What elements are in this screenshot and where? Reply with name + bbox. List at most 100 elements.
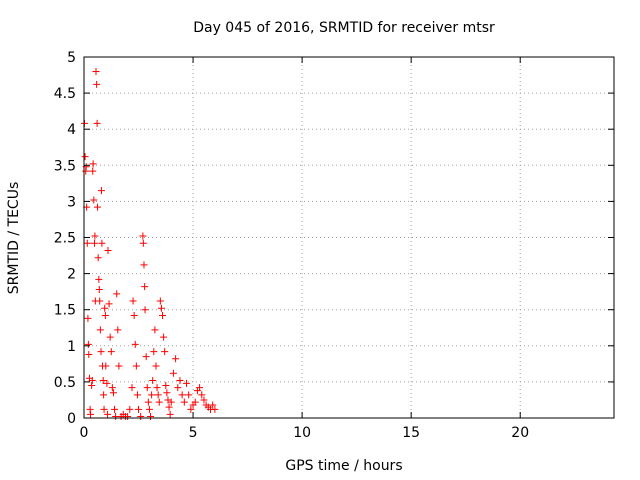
data-point	[144, 398, 152, 406]
data-point	[145, 405, 153, 413]
data-point	[97, 187, 105, 195]
data-point	[178, 391, 186, 399]
chart-title: Day 045 of 2016, SRMTID for receiver mts…	[193, 20, 495, 36]
data-point	[128, 384, 136, 392]
data-point	[161, 348, 169, 356]
data-point	[124, 413, 132, 421]
data-point	[96, 297, 104, 305]
y-tick-label: 2.5	[54, 231, 76, 247]
data-point	[183, 379, 191, 387]
data-point	[94, 203, 102, 211]
data-point	[200, 396, 208, 404]
data-point	[153, 384, 161, 392]
y-tick-label: 2	[67, 267, 76, 283]
data-point	[209, 401, 217, 409]
y-axis-label: SRMTID / TECUs	[6, 182, 22, 295]
data-point	[142, 353, 150, 361]
x-tick-label: 15	[402, 425, 420, 441]
data-point	[87, 410, 95, 418]
data-point	[104, 246, 112, 254]
data-point	[187, 405, 195, 413]
data-point	[94, 254, 102, 262]
data-point	[126, 405, 134, 413]
data-point	[176, 376, 184, 384]
data-point	[90, 196, 98, 204]
data-point	[139, 239, 147, 247]
data-point	[148, 391, 156, 399]
y-tick-label: 1.5	[54, 303, 76, 319]
data-point	[169, 369, 177, 377]
data-point	[91, 232, 99, 240]
x-tick-label: 0	[80, 425, 89, 441]
data-point	[81, 153, 89, 161]
data-point	[85, 350, 93, 358]
data-point	[90, 239, 98, 247]
axis-ticks: 0 0.5 1 1.5 2 2.5 3 3.5 4 4.5 5 0 5 10 15 20	[54, 50, 614, 441]
x-axis-label: GPS time / hours	[285, 458, 402, 474]
data-point	[154, 391, 162, 399]
data-point	[92, 67, 100, 75]
data-point	[185, 391, 193, 399]
y-tick-label: 0	[67, 411, 76, 427]
data-point	[83, 239, 91, 247]
data-point	[137, 413, 145, 421]
data-point	[198, 391, 206, 399]
y-tick-label: 4.5	[54, 86, 76, 102]
data-point	[96, 326, 104, 334]
data-point	[99, 376, 107, 384]
data-point	[101, 311, 109, 319]
data-point	[95, 275, 103, 283]
data-point	[152, 362, 160, 370]
y-tick-label: 4	[67, 122, 76, 138]
data-point	[135, 405, 143, 413]
data-point	[84, 314, 92, 322]
data-point	[132, 362, 140, 370]
data-point	[100, 391, 108, 399]
data-point	[163, 389, 171, 397]
data-point	[211, 405, 219, 413]
data-point	[93, 80, 101, 88]
data-point	[106, 333, 114, 341]
x-tick-label: 20	[511, 425, 529, 441]
data-point	[162, 382, 170, 390]
data-point	[149, 376, 157, 384]
data-point	[155, 398, 163, 406]
data-point	[196, 384, 204, 392]
data-point	[84, 340, 92, 348]
y-tick-label: 1	[67, 339, 76, 355]
data-point	[103, 379, 111, 387]
data-point	[141, 283, 149, 291]
data-point	[140, 261, 148, 269]
data-point	[101, 304, 109, 312]
data-point	[114, 326, 122, 334]
data-point	[115, 362, 123, 370]
y-tick-label: 0.5	[54, 375, 76, 391]
data-point	[129, 297, 137, 305]
data-point	[174, 384, 182, 392]
data-point	[151, 326, 159, 334]
data-point	[141, 306, 149, 314]
data-point	[160, 333, 168, 341]
data-point	[165, 403, 173, 411]
data-point	[172, 355, 180, 363]
data-point	[113, 290, 121, 298]
data-point	[104, 410, 112, 418]
data-point	[111, 405, 119, 413]
data-points	[80, 67, 219, 421]
data-point	[159, 311, 167, 319]
data-point	[167, 398, 175, 406]
data-point	[102, 362, 110, 370]
data-point	[89, 167, 97, 175]
data-point	[89, 160, 97, 168]
data-point	[133, 391, 141, 399]
y-tick-label: 5	[67, 50, 76, 66]
data-point	[88, 376, 96, 384]
data-point	[105, 300, 113, 308]
data-point	[139, 232, 147, 240]
data-point	[130, 311, 138, 319]
data-point	[109, 389, 117, 397]
x-tick-label: 10	[293, 425, 311, 441]
data-point	[107, 348, 115, 356]
data-point	[100, 405, 108, 413]
